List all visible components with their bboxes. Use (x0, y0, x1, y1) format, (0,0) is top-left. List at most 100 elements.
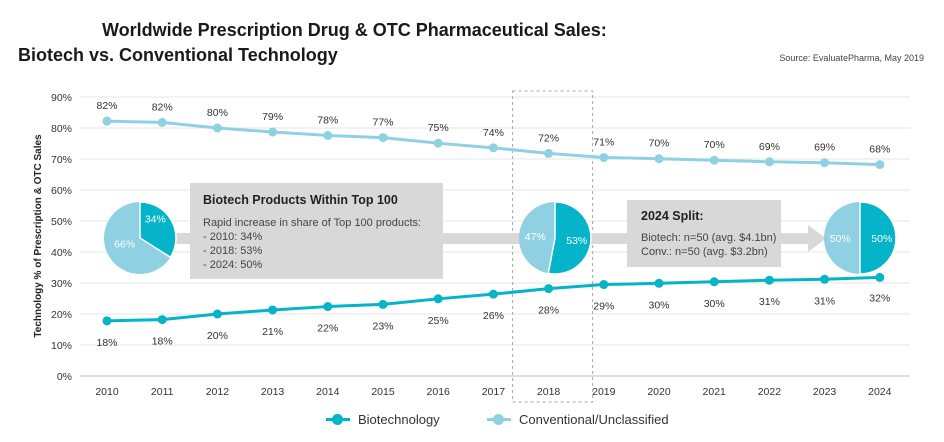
data-point (875, 272, 885, 282)
x-tick-label: 2022 (758, 386, 782, 398)
legend-marker-icon (493, 414, 504, 425)
pie-charts: 34% 66% 53% 47% 50% 50% (104, 201, 897, 275)
pie-slice-biotech (547, 201, 592, 275)
callout-line: - 2024: 50% (203, 259, 263, 271)
x-tick-label: 2011 (151, 386, 174, 398)
pie-slice-biotech (859, 201, 897, 275)
callout-title: Biotech Products Within Top 100 (203, 193, 398, 207)
chart-title-line-2: Biotech vs. Conventional Technology (18, 45, 338, 65)
data-label: 26% (483, 310, 504, 322)
legend-marker-icon (332, 414, 343, 425)
x-tick-label: 2015 (371, 386, 395, 398)
split-2024-callout: 2024 Split: Biotech: n=50 (avg. $4.1bn) … (627, 200, 781, 267)
data-label: 72% (538, 132, 559, 144)
data-point (709, 155, 719, 165)
data-point (433, 294, 443, 304)
x-tick-label: 2018 (537, 386, 561, 398)
data-point (599, 152, 609, 162)
y-tick-label: 70% (51, 154, 72, 166)
pie-label-biotech: 50% (871, 233, 892, 245)
data-label: 69% (759, 141, 780, 153)
pie-label-conventional: 47% (525, 231, 546, 243)
pie-label-conventional: 50% (830, 233, 851, 245)
pie-2018: 53% 47% (519, 201, 592, 275)
data-point (433, 138, 443, 148)
data-label: 70% (704, 139, 725, 151)
data-point (488, 143, 498, 153)
data-label: 25% (428, 315, 449, 327)
data-point (102, 316, 112, 326)
data-point (544, 284, 554, 294)
x-tick-label: 2020 (647, 386, 671, 398)
x-tick-label: 2017 (482, 386, 506, 398)
data-point (764, 157, 774, 167)
callout-line: - 2010: 34% (203, 231, 263, 243)
data-point (544, 148, 554, 158)
data-point (654, 154, 664, 164)
arrow-head (808, 225, 826, 252)
data-label: 28% (538, 305, 559, 317)
y-tick-label: 80% (51, 123, 72, 135)
data-label: 31% (814, 295, 835, 307)
callout-line: - 2018: 53% (203, 245, 263, 257)
pie-label-biotech: 53% (566, 235, 587, 247)
source-note: Source: EvaluatePharma, May 2019 (779, 53, 924, 63)
pie-label-conventional: 66% (114, 239, 135, 251)
data-label: 22% (317, 323, 338, 335)
x-tick-label: 2016 (427, 386, 451, 398)
data-point (323, 130, 333, 140)
data-label: 29% (593, 301, 614, 313)
highlight-box (512, 90, 594, 403)
data-label: 18% (96, 337, 117, 349)
data-point (820, 158, 830, 168)
x-tick-label: 2013 (261, 386, 285, 398)
y-tick-label: 20% (51, 309, 72, 321)
data-point (378, 133, 388, 143)
y-tick-label: 10% (51, 340, 72, 352)
data-point (268, 305, 278, 315)
y-tick-label: 50% (51, 216, 72, 228)
x-tick-label: 2010 (95, 386, 119, 398)
x-tick-label: 2014 (316, 386, 340, 398)
data-point (378, 299, 388, 309)
y-axis-title: Technology % of Prescription & OTC Sales (33, 134, 44, 338)
data-label: 80% (207, 107, 228, 119)
data-point (654, 278, 664, 288)
data-label: 31% (759, 296, 780, 308)
pie-slice-biotech (139, 201, 177, 259)
data-label: 18% (152, 336, 173, 348)
pie-label-biotech: 34% (145, 213, 166, 225)
callout-line: Biotech: n=50 (avg. $4.1bn) (641, 232, 777, 244)
x-tick-label: 2023 (813, 386, 837, 398)
callout-line: Conv.: n=50 (avg. $3.2bn) (641, 246, 768, 258)
highlight-2018 (512, 90, 594, 403)
series-lines (102, 116, 885, 326)
callout-title: 2024 Split: (641, 209, 704, 223)
y-tick-label: 0% (57, 371, 72, 383)
x-tick-label: 2012 (206, 386, 230, 398)
data-point (212, 309, 222, 319)
data-label: 82% (96, 100, 117, 112)
data-point (157, 315, 167, 325)
data-point (599, 280, 609, 290)
pie-2010: 34% 66% (104, 201, 177, 274)
y-tick-label: 60% (51, 185, 72, 197)
data-label: 75% (428, 122, 449, 134)
data-point (323, 302, 333, 312)
data-label: 21% (262, 326, 283, 338)
data-label: 71% (593, 136, 614, 148)
y-axis: 0% 10% 20% 30% 40% 50% 60% 70% 80% 90% Technology … (33, 92, 72, 383)
data-label: 30% (648, 299, 669, 311)
data-label: 78% (317, 114, 338, 126)
data-point (268, 127, 278, 137)
data-label: 77% (372, 117, 393, 129)
data-point (875, 160, 885, 170)
data-point (488, 289, 498, 299)
data-label: 79% (262, 111, 283, 123)
legend-label: Conventional/Unclassified (519, 412, 669, 427)
data-point (212, 123, 222, 133)
data-point (157, 117, 167, 127)
data-label: 82% (152, 101, 173, 113)
callout-line: Rapid increase in share of Top 100 produ… (203, 217, 422, 229)
data-labels: 18% 18% 20% 21% 22% 23% 25% 26% 28% 29% 30% 30% 31% 3… (96, 100, 890, 349)
